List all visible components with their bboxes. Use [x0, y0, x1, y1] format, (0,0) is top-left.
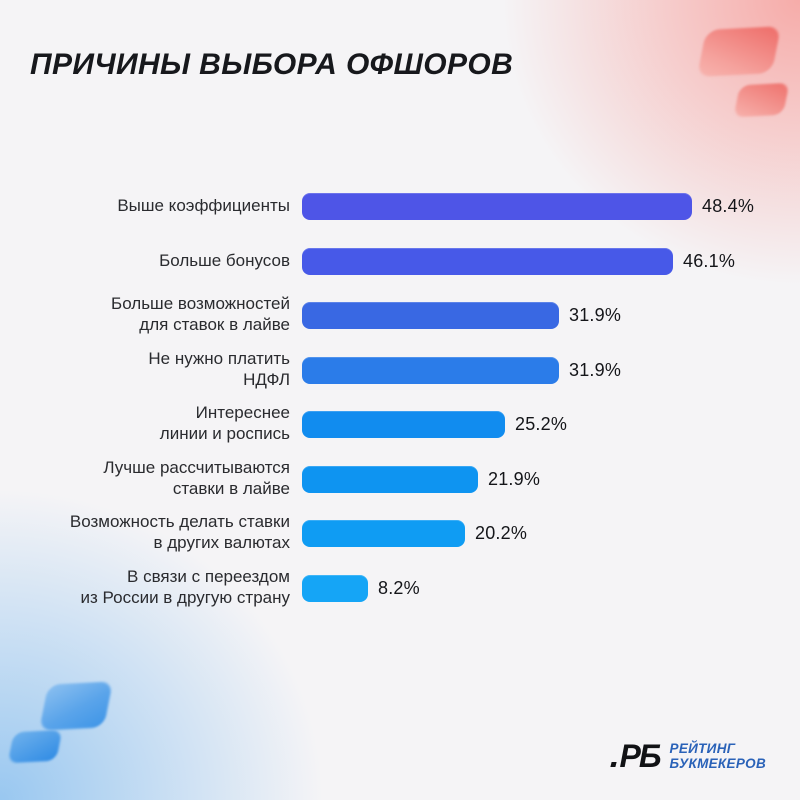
- bar: [302, 247, 673, 275]
- category-label: Интереснее линии и роспись: [159, 403, 290, 443]
- chart-row: Не нужно платить НДФЛ 31.9%: [40, 343, 621, 397]
- value-label: 21.9%: [488, 468, 541, 489]
- logo-rb-icon: РБ: [609, 740, 670, 772]
- value-label: 46.1%: [683, 250, 736, 271]
- bar: [302, 519, 465, 547]
- category-label: В связи с переездом из России в другую с…: [80, 567, 290, 607]
- chart-row: Больше бонусов 46.1%: [40, 234, 735, 288]
- chart-row: Возможность делать ставки в других валют…: [40, 506, 527, 560]
- page-title: ПРИЧИНЫ ВЫБОРА ОФШОРОВ: [30, 48, 514, 81]
- bar: [302, 192, 692, 220]
- chart-row: Лучше рассчитываются ставки в лайве 21.9…: [40, 452, 540, 506]
- category-label: Не нужно платить НДФЛ: [148, 349, 290, 389]
- value-label: 8.2%: [378, 577, 420, 598]
- category-label: Лучше рассчитываются ставки в лайве: [103, 458, 290, 498]
- category-label: Выше коэффициенты: [117, 195, 290, 215]
- chart-row: Интереснее линии и роспись 25.2%: [40, 397, 567, 451]
- category-label: Возможность делать ставки в других валют…: [69, 512, 290, 552]
- logo-text-line2: БУКМЕКЕРОВ: [669, 756, 766, 771]
- bar: [302, 356, 559, 384]
- logo-text-line1: РЕЙТИНГ: [669, 740, 736, 756]
- bar: [302, 465, 478, 493]
- value-label: 25.2%: [515, 413, 568, 434]
- value-label: 48.4%: [702, 195, 755, 216]
- value-label: 31.9%: [569, 304, 622, 325]
- logo-text: РЕЙТИНГ БУКМЕКЕРОВ: [670, 741, 766, 771]
- bar: [302, 301, 559, 329]
- bar: [302, 410, 505, 438]
- bar: [302, 574, 368, 602]
- chart-row: Больше возможностей для ставок в лайве 3…: [40, 288, 621, 342]
- chart-row: В связи с переездом из России в другую с…: [40, 561, 420, 615]
- logo-dot-icon: [609, 762, 617, 767]
- chart-row: Выше коэффициенты 48.4%: [40, 179, 754, 233]
- category-label: Больше возможностей для ставок в лайве: [111, 294, 290, 334]
- category-label: Больше бонусов: [159, 250, 290, 270]
- brand-logo: РБ РЕЙТИНГ БУКМЕКЕРОВ: [609, 740, 766, 772]
- value-label: 20.2%: [475, 522, 528, 543]
- value-label: 31.9%: [569, 359, 622, 380]
